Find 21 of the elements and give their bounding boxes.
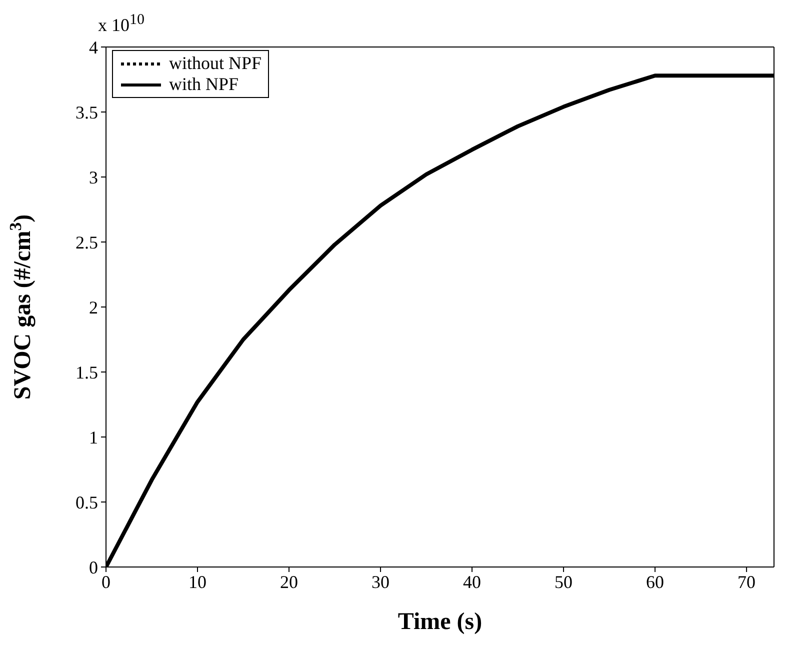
y-tick-label: 2.5 [76,232,98,252]
x-tick-label: 60 [646,572,664,592]
y-tick-label: 3.5 [76,102,98,122]
x-tick-label: 0 [102,572,110,592]
x-axis-title: Time (s) [398,609,482,635]
y-tick-label: 1.5 [76,362,98,382]
x-tick-label: 10 [188,572,207,592]
x-tick-label: 30 [372,572,390,592]
y-tick-label: 1 [89,427,98,448]
y-tick-label: 4 [89,37,98,58]
x-tick-label: 50 [554,572,573,592]
y-tick-label: 0 [89,557,98,578]
x-tick-label: 20 [280,572,298,592]
y-tick-label: 3 [89,167,98,188]
x-tick-label: 40 [463,572,482,592]
x-tick-label: 70 [738,572,756,592]
legend-label: without NPF [169,53,262,74]
y-tick-label: 2 [89,297,98,318]
legend-label: with NPF [169,74,239,95]
y-tick-label: 0.5 [76,492,98,512]
text: x 10$^{10}$ [98,12,144,36]
